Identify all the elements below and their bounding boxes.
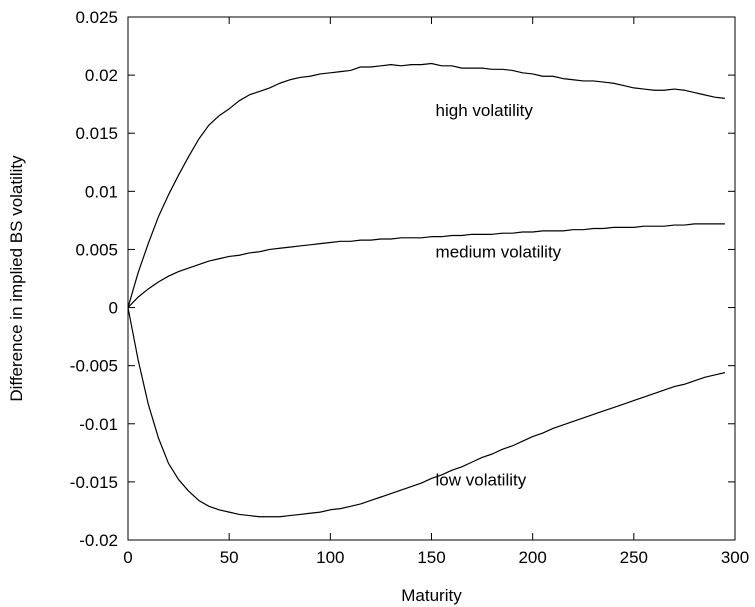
y-tick-label: 0.02: [85, 66, 118, 85]
series-annotation-low-volatility: low volatility: [436, 470, 527, 489]
y-tick-label: 0.015: [75, 124, 118, 143]
x-tick-label: 100: [316, 548, 344, 567]
series-lines: [127, 62, 726, 518]
x-tick-label: 250: [620, 548, 648, 567]
x-tick-label: 0: [123, 548, 132, 567]
series-line-medium-volatility: [127, 223, 725, 308]
y-tick-label: 0.025: [75, 8, 118, 27]
x-tick-label: 150: [417, 548, 445, 567]
y-tick-label: -0.01: [79, 415, 118, 434]
plot-frame: [127, 16, 736, 541]
x-tick-label: 300: [721, 548, 749, 567]
series-annotation-medium-volatility: medium volatility: [436, 243, 562, 262]
y-tick-label: -0.015: [70, 473, 118, 492]
series-line-low-volatility: [127, 307, 726, 518]
y-tick-label: 0.005: [75, 240, 118, 259]
x-tick-label: 200: [518, 548, 546, 567]
annotations: high volatility medium volatility low vola…: [436, 101, 562, 490]
x-tick-labels: 0 50 100 150 200 250 300: [123, 548, 749, 567]
y-axis-label: Difference in implied BS volatility: [7, 155, 26, 402]
series-line-high-volatility: [127, 62, 725, 308]
tick-marks: [127, 16, 736, 541]
y-tick-label: 0: [109, 299, 118, 318]
series-annotation-high-volatility: high volatility: [436, 101, 534, 120]
y-tick-label: -0.02: [79, 531, 118, 550]
y-tick-label: -0.005: [70, 357, 118, 376]
x-tick-label: 50: [220, 548, 239, 567]
y-tick-labels: -0.02 -0.015 -0.01 -0.005 0 0.005 0.01 0.015 0.0…: [70, 8, 118, 550]
y-tick-label: 0.01: [85, 182, 118, 201]
x-axis-label: Maturity: [401, 586, 462, 605]
plot-area: [127, 16, 736, 541]
